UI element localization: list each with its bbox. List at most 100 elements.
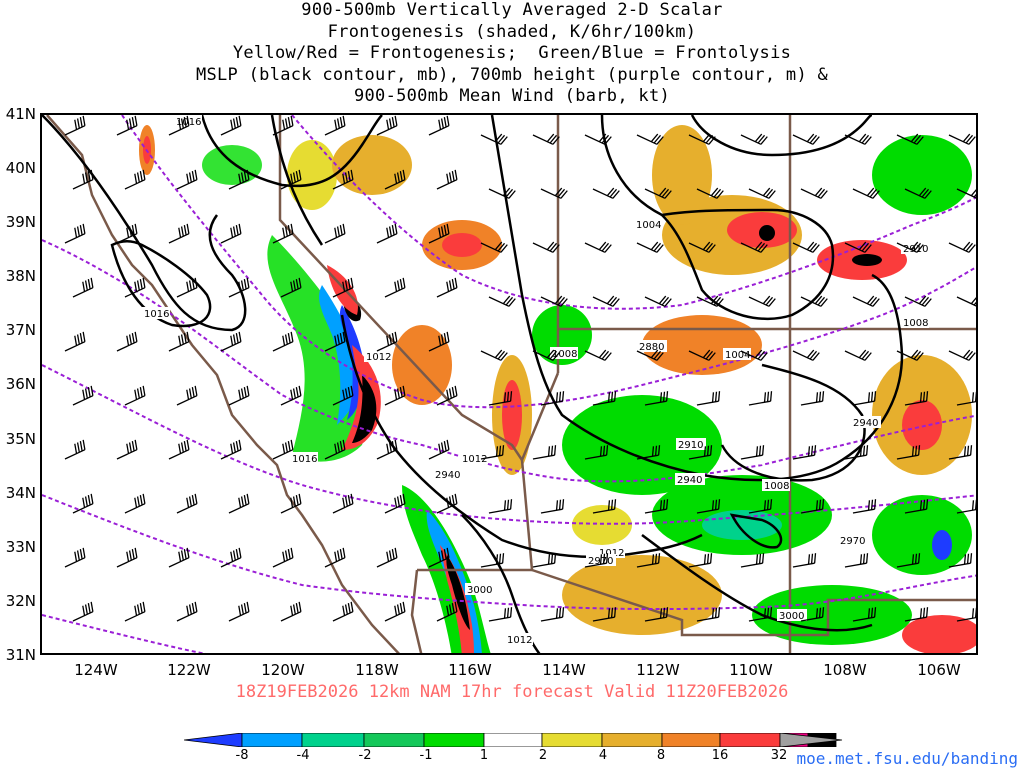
wind-barb (948, 241, 976, 253)
wind-barb (740, 133, 768, 145)
wind-barb (688, 553, 713, 568)
wind-barb (644, 187, 672, 199)
wind-barb (896, 553, 921, 568)
wind-barb (332, 277, 354, 298)
wind-barb (904, 607, 929, 622)
wind-barb (176, 385, 198, 406)
wind-barb (228, 601, 250, 622)
colorbar-label: 2 (538, 748, 548, 763)
colorbar-label: -2 (358, 748, 372, 763)
wind-barb (904, 391, 929, 406)
wind-barb (228, 169, 250, 190)
baja-coast (410, 569, 423, 653)
wind-barb (124, 277, 146, 298)
lat-label: 38N (5, 267, 36, 285)
colorbar-label: 8 (656, 748, 666, 763)
wind-barb (740, 445, 765, 460)
wind-barb (480, 445, 505, 460)
wind-barb (116, 331, 138, 352)
wind-barb (228, 385, 250, 406)
wind-barb (436, 385, 458, 406)
wind-barb (844, 349, 872, 361)
wind-barb (280, 169, 302, 190)
wind-barb (644, 499, 669, 514)
lat-label: 41N (5, 105, 36, 123)
mslp-label: 1004 (725, 350, 750, 361)
wind-barb (948, 553, 973, 568)
wind-barb (116, 115, 138, 136)
frontogenesis-shading (139, 125, 976, 653)
wind-barb (64, 439, 86, 460)
wind-barb (800, 187, 828, 199)
wind-barb (64, 223, 86, 244)
colorbar-cell (241, 733, 303, 747)
mslp-label: 1008 (552, 349, 577, 360)
wind-barb (688, 241, 716, 253)
wind-barb (436, 493, 458, 514)
colorbar-cell (363, 733, 425, 747)
wind-barb (792, 553, 817, 568)
wind-barb (584, 445, 609, 460)
forecast-valid-line: 18Z19FEB2026 12km NAM 17hr forecast Vali… (235, 682, 789, 702)
wind-barb (584, 349, 612, 361)
az-border (417, 372, 560, 572)
wind-barb (800, 499, 825, 514)
wind-barb (748, 499, 773, 514)
wind-barb (584, 553, 609, 568)
wind-barb (384, 493, 406, 514)
colorbar-cell (483, 733, 543, 747)
wind-barb (116, 547, 138, 568)
wind-barb (220, 223, 242, 244)
lon-label: 120W (261, 661, 305, 679)
wind-barb (584, 241, 612, 253)
lon-label: 106W (917, 661, 961, 679)
title-line-3: Yellow/Red = Frontogenesis; Green/Blue =… (232, 43, 792, 63)
wind-barb (332, 385, 354, 406)
wind-barb (540, 187, 568, 199)
wind-barb (168, 439, 190, 460)
colorbar-cell (601, 733, 663, 747)
wind-barb (324, 439, 346, 460)
wind-barb (324, 547, 346, 568)
height-label: 3000 (779, 611, 804, 622)
mslp-label: 1012 (599, 548, 624, 559)
wind-barb (696, 391, 721, 406)
wind-barb (636, 133, 664, 145)
wind-barb (644, 295, 672, 307)
wind-barb (324, 223, 346, 244)
lon-label: 114W (542, 661, 586, 679)
mslp-label: 1016 (292, 454, 317, 465)
wind-barb (176, 169, 198, 190)
wind-barb (844, 445, 869, 460)
wind-barb (696, 607, 721, 622)
wind-barb (852, 391, 877, 406)
wind-barb (168, 547, 190, 568)
wind-barb (72, 601, 94, 622)
source-url[interactable]: moe.met.fsu.edu/banding (796, 749, 1018, 768)
wind-barb (540, 607, 565, 622)
wind-barb (540, 295, 568, 307)
wind-barb (384, 169, 406, 190)
wind-barb (488, 499, 513, 514)
mslp-label: 1004 (636, 220, 661, 231)
wind-barb (124, 493, 146, 514)
wind-barb (636, 445, 661, 460)
wind-barb (696, 295, 724, 307)
wind-barb (792, 241, 820, 253)
lon-label: 112W (636, 661, 680, 679)
wind-barb (376, 331, 398, 352)
wind-barb (956, 499, 976, 514)
wind-barb (792, 445, 817, 460)
wind-barb (384, 601, 406, 622)
wind-barb (220, 331, 242, 352)
title-line-4: MSLP (black contour, mb), 700mb height (… (195, 64, 829, 85)
lat-label: 39N (5, 213, 36, 231)
wind-barb (176, 277, 198, 298)
coastline (46, 115, 400, 653)
height-contours (42, 115, 976, 653)
height-label: 2940 (853, 418, 878, 429)
colorbar-label: 4 (598, 748, 608, 763)
wind-barb (124, 169, 146, 190)
wind-barb (116, 223, 138, 244)
wind-barb (540, 391, 565, 406)
